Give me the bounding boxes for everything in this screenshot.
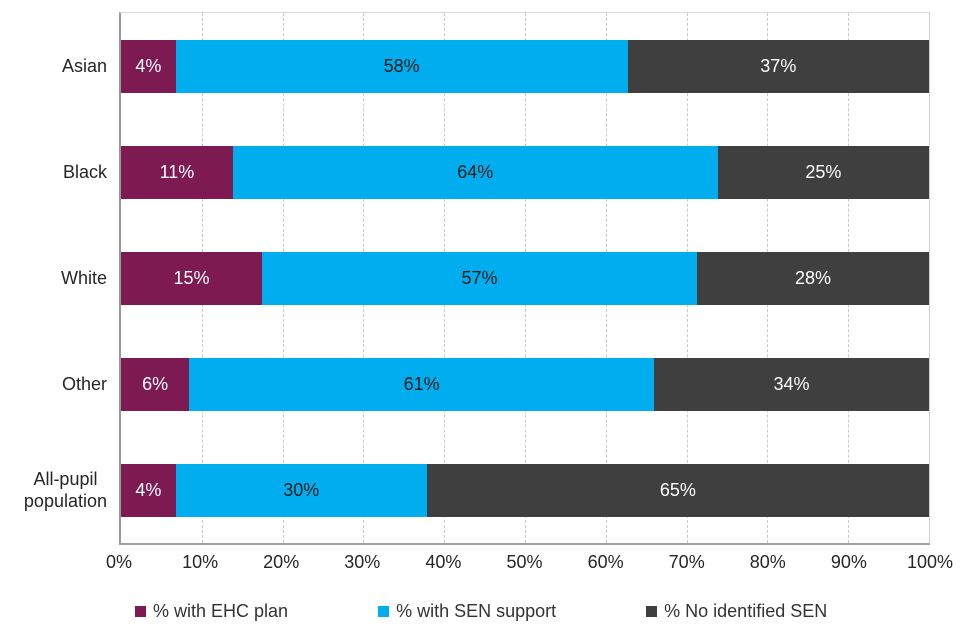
bar-value-label: 65%: [659, 479, 696, 500]
x-tick-label: 70%: [668, 552, 705, 572]
bar-segment: 4%: [121, 39, 176, 93]
x-tick-label: 30%: [344, 552, 381, 572]
x-axis: 0% 10% 20% 30% 40% 50% 60% 70% 80% 90% 100%: [106, 552, 953, 576]
plot-area: Asian 4% 58% 37% Black 11% 64% 25% White 15% 57% 28…: [24, 12, 930, 545]
stacked-bar: 6% 61% 34%: [121, 357, 929, 411]
legend-swatch-icon: [135, 606, 146, 617]
category-label: Other: [62, 373, 107, 395]
x-tick-label: 60%: [587, 552, 624, 572]
legend: % with EHC plan % with SEN support % No id…: [119, 601, 949, 622]
x-tick-label: 0%: [105, 552, 133, 572]
legend-label: % with EHC plan: [153, 601, 289, 621]
x-tick-label: 40%: [425, 552, 462, 572]
category-band: White 15% 57% 28%: [61, 225, 929, 331]
category-label: All-pupil population: [24, 468, 107, 512]
bar-value-label: 57%: [461, 267, 498, 288]
bar-value-label: 4%: [135, 479, 162, 500]
bar-value-label: 61%: [403, 373, 440, 394]
bar-value-label: 34%: [773, 373, 810, 394]
category-label: Asian: [62, 55, 107, 77]
category-label-text: Black: [62, 162, 107, 182]
stacked-bar: 15% 57% 28%: [121, 251, 929, 305]
x-tick-label: 10%: [182, 552, 219, 572]
bar-segment: 6%: [121, 357, 190, 411]
bar-value-label: 6%: [142, 373, 169, 394]
category-band: All-pupil population 4% 30% 65%: [24, 437, 929, 543]
stacked-bar: 11% 64% 25%: [121, 145, 930, 199]
x-tick-label: 80%: [749, 552, 786, 572]
category-band: Black 11% 64% 25%: [63, 119, 930, 225]
stacked-bar: 4% 30% 65%: [121, 463, 929, 517]
bar-value-label: 58%: [383, 55, 420, 76]
bar-segment: 34%: [653, 357, 929, 411]
bar-segment: 30%: [175, 463, 427, 517]
x-tick-label: 90%: [830, 552, 867, 572]
category-label-text: Asian: [61, 56, 107, 76]
bar-segment: 61%: [189, 357, 654, 411]
x-tick-label: 100%: [906, 552, 954, 572]
category-label: White: [61, 267, 107, 289]
bar-segment: 37%: [627, 39, 929, 93]
bar-value-label: 28%: [794, 267, 832, 288]
category-band: Other 6% 61% 34%: [62, 331, 929, 437]
bar-value-label: 25%: [805, 161, 842, 182]
legend-label: % with SEN support: [396, 601, 557, 621]
category-label: Black: [63, 161, 107, 183]
x-tick-label: 50%: [506, 552, 543, 572]
legend-swatch-icon: [378, 606, 390, 617]
bar-value-label: 30%: [283, 479, 320, 500]
x-tick-label: 20%: [263, 552, 300, 572]
bar-segment: 15%: [121, 251, 263, 305]
category-label-text: Other: [61, 374, 107, 394]
category-label-text: White: [60, 268, 107, 288]
bar-value-label: 11%: [159, 161, 195, 182]
bar-segment: 28%: [697, 251, 929, 305]
category-label-text: All-pupil population: [23, 469, 107, 511]
bar-segment: 65%: [426, 463, 929, 517]
legend-item: % No identified SEN: [646, 601, 827, 622]
bar-segment: 58%: [175, 39, 628, 93]
legend-swatch-icon: [646, 606, 658, 617]
bar-value-label: 4%: [135, 55, 162, 76]
bar-segment: 25%: [717, 145, 930, 199]
legend-item: % with EHC plan: [135, 601, 288, 622]
bar-segment: 4%: [121, 463, 176, 517]
bar-segment: 57%: [262, 251, 697, 305]
bar-value-label: 64%: [457, 161, 494, 182]
stacked-bar: 4% 58% 37%: [121, 39, 929, 93]
category-band: Asian 4% 58% 37%: [62, 13, 929, 119]
bar-value-label: 37%: [760, 55, 797, 76]
bar-segment: 11%: [121, 145, 233, 199]
bar-segment: 64%: [232, 145, 718, 199]
legend-label: % No identified SEN: [664, 601, 828, 621]
legend-item: % with SEN support: [378, 601, 556, 622]
bar-value-label: 15%: [173, 267, 210, 288]
